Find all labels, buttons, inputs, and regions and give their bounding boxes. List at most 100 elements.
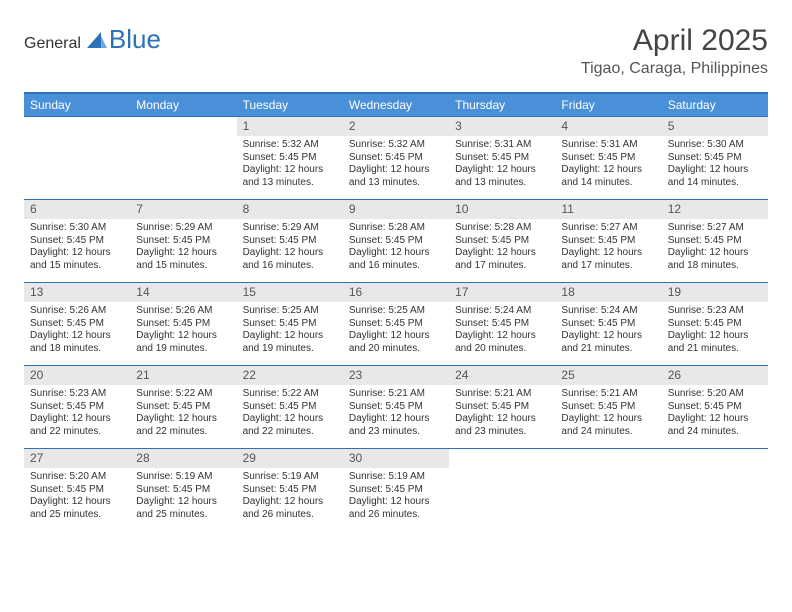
daylight-label: Daylight: [243, 164, 285, 175]
daylight-line: Daylight: 12 hours and 19 minutes. [136, 330, 230, 355]
sunrise-label: Sunrise: [561, 305, 600, 316]
sunset-line: Sunset: 5:45 PM [349, 235, 443, 248]
day-number: 6 [24, 200, 130, 219]
sunset-label: Sunset: [243, 484, 280, 495]
sunset-value: 5:45 PM [492, 235, 529, 246]
calendar-cell: 21Sunrise: 5:22 AMSunset: 5:45 PMDayligh… [130, 366, 236, 449]
sunrise-label: Sunrise: [349, 471, 388, 482]
sunrise-value: 5:22 AM [282, 388, 319, 399]
sunrise-value: 5:21 AM [388, 388, 425, 399]
sunset-line: Sunset: 5:45 PM [136, 401, 230, 414]
daylight-label: Daylight: [243, 330, 285, 341]
daylight-line: Daylight: 12 hours and 13 minutes. [349, 164, 443, 189]
calendar-cell: ..... [662, 449, 768, 532]
day-number: 16 [343, 283, 449, 302]
sunset-label: Sunset: [30, 484, 67, 495]
sunset-value: 5:45 PM [67, 318, 104, 329]
sunrise-value: 5:31 AM [601, 139, 638, 150]
calendar-cell: 11Sunrise: 5:27 AMSunset: 5:45 PMDayligh… [555, 200, 661, 283]
daylight-label: Daylight: [30, 247, 72, 258]
sunrise-line: Sunrise: 5:21 AM [561, 388, 655, 401]
sunrise-label: Sunrise: [30, 222, 69, 233]
sunset-value: 5:45 PM [704, 401, 741, 412]
weekday-header: Saturday [662, 93, 768, 117]
day-number: 28 [130, 449, 236, 468]
sunset-label: Sunset: [349, 152, 386, 163]
sunset-value: 5:45 PM [279, 235, 316, 246]
sunrise-label: Sunrise: [349, 388, 388, 399]
daylight-line: Daylight: 12 hours and 24 minutes. [561, 413, 655, 438]
sunset-value: 5:45 PM [704, 235, 741, 246]
sunset-value: 5:45 PM [173, 235, 210, 246]
day-number: 11 [555, 200, 661, 219]
sunset-line: Sunset: 5:45 PM [136, 484, 230, 497]
sunset-line: Sunset: 5:45 PM [668, 152, 762, 165]
sunset-line: Sunset: 5:45 PM [349, 318, 443, 331]
daylight-label: Daylight: [30, 413, 72, 424]
day-details: Sunrise: 5:27 AMSunset: 5:45 PMDaylight:… [555, 219, 661, 282]
day-details: Sunrise: 5:24 AMSunset: 5:45 PMDaylight:… [449, 302, 555, 365]
sunrise-value: 5:31 AM [495, 139, 532, 150]
sunrise-value: 5:20 AM [707, 388, 744, 399]
logo: General Blue [24, 24, 161, 55]
calendar-cell: 27Sunrise: 5:20 AMSunset: 5:45 PMDayligh… [24, 449, 130, 532]
sunset-value: 5:45 PM [279, 152, 316, 163]
day-details: Sunrise: 5:29 AMSunset: 5:45 PMDaylight:… [130, 219, 236, 282]
sunrise-label: Sunrise: [349, 139, 388, 150]
daylight-label: Daylight: [455, 247, 497, 258]
day-details: Sunrise: 5:19 AMSunset: 5:45 PMDaylight:… [237, 468, 343, 531]
daylight-line: Daylight: 12 hours and 26 minutes. [243, 496, 337, 521]
sunset-label: Sunset: [349, 235, 386, 246]
sunrise-line: Sunrise: 5:28 AM [349, 222, 443, 235]
sunrise-line: Sunrise: 5:19 AM [349, 471, 443, 484]
calendar-cell: 16Sunrise: 5:25 AMSunset: 5:45 PMDayligh… [343, 283, 449, 366]
sunset-line: Sunset: 5:45 PM [30, 484, 124, 497]
calendar-cell: 22Sunrise: 5:22 AMSunset: 5:45 PMDayligh… [237, 366, 343, 449]
day-details: Sunrise: 5:25 AMSunset: 5:45 PMDaylight:… [343, 302, 449, 365]
sunset-value: 5:45 PM [598, 152, 635, 163]
sunset-label: Sunset: [455, 235, 492, 246]
calendar-head: SundayMondayTuesdayWednesdayThursdayFrid… [24, 93, 768, 117]
sunrise-line: Sunrise: 5:29 AM [243, 222, 337, 235]
day-number: 12 [662, 200, 768, 219]
sunset-line: Sunset: 5:45 PM [455, 235, 549, 248]
sunrise-value: 5:27 AM [601, 222, 638, 233]
calendar-cell: 23Sunrise: 5:21 AMSunset: 5:45 PMDayligh… [343, 366, 449, 449]
daylight-label: Daylight: [136, 413, 178, 424]
calendar-cell: 5Sunrise: 5:30 AMSunset: 5:45 PMDaylight… [662, 117, 768, 200]
calendar-cell: 26Sunrise: 5:20 AMSunset: 5:45 PMDayligh… [662, 366, 768, 449]
sunrise-value: 5:28 AM [495, 222, 532, 233]
daylight-label: Daylight: [561, 164, 603, 175]
calendar-cell: 15Sunrise: 5:25 AMSunset: 5:45 PMDayligh… [237, 283, 343, 366]
day-details: Sunrise: 5:31 AMSunset: 5:45 PMDaylight:… [555, 136, 661, 199]
sunrise-line: Sunrise: 5:31 AM [455, 139, 549, 152]
sunset-value: 5:45 PM [492, 152, 529, 163]
sunrise-line: Sunrise: 5:19 AM [243, 471, 337, 484]
sunrise-value: 5:19 AM [282, 471, 319, 482]
sunset-label: Sunset: [561, 318, 598, 329]
sunset-label: Sunset: [243, 318, 280, 329]
sunset-label: Sunset: [243, 401, 280, 412]
daylight-label: Daylight: [349, 164, 391, 175]
day-details: Sunrise: 5:19 AMSunset: 5:45 PMDaylight:… [343, 468, 449, 531]
day-details: Sunrise: 5:20 AMSunset: 5:45 PMDaylight:… [24, 468, 130, 531]
daylight-line: Daylight: 12 hours and 19 minutes. [243, 330, 337, 355]
sunset-line: Sunset: 5:45 PM [30, 401, 124, 414]
day-details: Sunrise: 5:22 AMSunset: 5:45 PMDaylight:… [237, 385, 343, 448]
daylight-label: Daylight: [668, 164, 710, 175]
daylight-line: Daylight: 12 hours and 13 minutes. [455, 164, 549, 189]
day-details: Sunrise: 5:28 AMSunset: 5:45 PMDaylight:… [343, 219, 449, 282]
sunset-value: 5:45 PM [67, 484, 104, 495]
day-details: Sunrise: 5:19 AMSunset: 5:45 PMDaylight:… [130, 468, 236, 531]
sunset-value: 5:45 PM [279, 484, 316, 495]
day-number: 24 [449, 366, 555, 385]
sunset-line: Sunset: 5:45 PM [455, 318, 549, 331]
calendar-cell: 17Sunrise: 5:24 AMSunset: 5:45 PMDayligh… [449, 283, 555, 366]
sunset-value: 5:45 PM [386, 318, 423, 329]
daylight-line: Daylight: 12 hours and 24 minutes. [668, 413, 762, 438]
sunrise-label: Sunrise: [136, 305, 175, 316]
sunrise-label: Sunrise: [668, 222, 707, 233]
day-number: 3 [449, 117, 555, 136]
sunrise-value: 5:22 AM [176, 388, 213, 399]
day-number: 8 [237, 200, 343, 219]
